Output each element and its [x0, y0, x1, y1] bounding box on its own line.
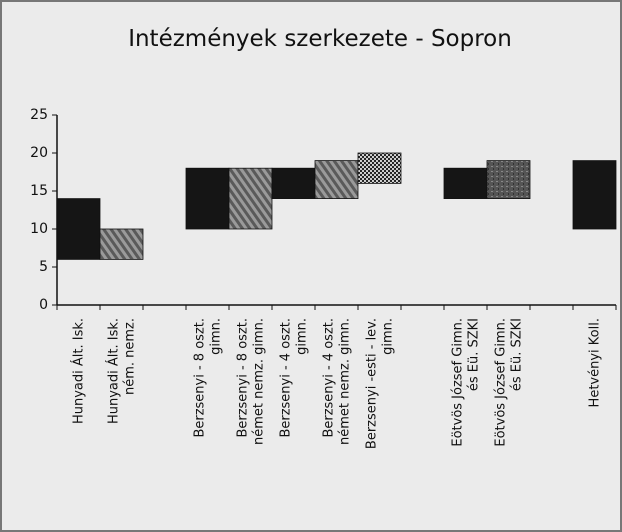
x-tick-label-line: Hunyadi Ált. Isk. [71, 318, 87, 424]
y-tick-label: 20 [30, 145, 48, 161]
x-tick-label-line: és Eü. SZKI [467, 318, 482, 391]
x-tick-label-line: Berzsenyi - 8 oszt. [193, 318, 208, 438]
y-tick-label: 15 [30, 183, 48, 199]
chart-title: Intézmények szerkezete - Sopron [128, 26, 512, 52]
x-tick-label-line: német nemz. gimn. [338, 318, 353, 445]
x-tick-label: Berzsenyi - 4 oszt.gimn. [279, 318, 310, 438]
x-tick-label: Hunyadi Ált. Isk.ném. nemz. [106, 318, 138, 424]
bar [99, 228, 144, 260]
x-tick-label: Berzsenyi -esti - lev.gimn. [365, 318, 396, 449]
y-tick-label: 0 [39, 297, 48, 313]
x-tick-label: Eötvös József Gimn.és Eü. SZKI [451, 318, 482, 447]
x-tick-label-line: Eötvös József Gimn. [494, 318, 509, 447]
x-tick-label-line: gimn. [295, 318, 310, 355]
x-tick-label-line: Berzsenyi -esti - lev. [365, 318, 380, 449]
x-tick-label-line: ném. nemz. [123, 318, 138, 395]
bar [357, 152, 402, 184]
x-tick-label-line: Berzsenyi - 4 oszt. [279, 318, 294, 438]
x-tick-label: Hetvényi Koll. [588, 318, 603, 407]
y-tick-label: 10 [30, 221, 48, 237]
x-tick-label-line: Berzsenyi - 4 oszt. [322, 318, 337, 438]
bar [185, 167, 230, 230]
x-tick-label: Berzsenyi - 8 oszt.gimn. [193, 318, 224, 438]
x-tick-label-line: német nemz. gimn. [252, 318, 267, 445]
x-tick-label: Berzsenyi - 4 oszt.német nemz. gimn. [322, 318, 353, 445]
x-tick-label-line: gimn. [381, 318, 396, 355]
x-tick-label-line: gimn. [209, 318, 224, 355]
bar [443, 167, 488, 199]
bar [486, 160, 531, 200]
bar [314, 160, 359, 200]
x-tick-label-line: és Eü. SZKI [510, 318, 525, 391]
bar [271, 167, 316, 199]
x-tick-label-line: Hetvényi Koll. [588, 318, 603, 407]
y-tick-label: 25 [30, 107, 48, 123]
y-tick-label: 5 [39, 259, 48, 275]
bar [228, 167, 273, 230]
x-tick-label-line: Hunyadi Ált. Isk. [106, 318, 122, 424]
bar [572, 160, 617, 230]
bar [56, 198, 101, 260]
x-tick-label: Hunyadi Ált. Isk. [71, 318, 87, 424]
x-tick-label-line: Eötvös József Gimn. [451, 318, 466, 447]
x-tick-label-line: Berzsenyi - 8 oszt. [236, 318, 251, 438]
x-tick-label: Eötvös József Gimn.és Eü. SZKI [494, 318, 525, 447]
x-tick-label: Berzsenyi - 8 oszt.német nemz. gimn. [236, 318, 267, 445]
